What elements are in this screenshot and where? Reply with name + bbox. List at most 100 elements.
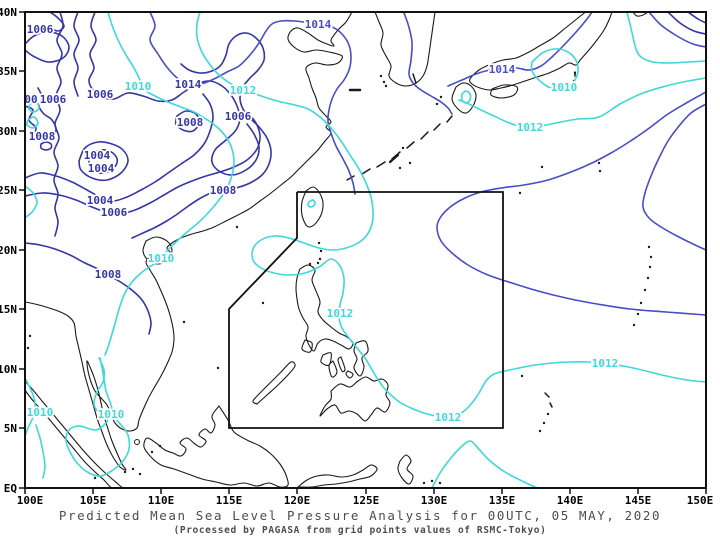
island-dot <box>158 444 162 448</box>
island-dash <box>549 402 553 408</box>
isobar-label: 1008 <box>210 184 237 197</box>
lat-tick-label: 5N <box>4 422 17 435</box>
isobar-contour <box>307 199 316 208</box>
island-dot <box>518 191 522 195</box>
island-dash <box>412 73 417 84</box>
lat-tick-label: 10N <box>0 363 17 376</box>
map-title: Predicted Mean Sea Level Pressure Analys… <box>58 508 662 523</box>
island-dot <box>150 450 154 454</box>
coastline <box>451 82 477 114</box>
lat-tick-label: 40N <box>0 6 17 19</box>
isobar-contour <box>402 12 453 115</box>
coastline <box>301 339 313 353</box>
isobar-label: 1014 <box>175 78 202 91</box>
island-dash <box>376 161 386 168</box>
island-dot <box>438 481 442 485</box>
isobar-label: 1014 <box>305 18 332 31</box>
isobar-contour <box>25 31 70 63</box>
island-dash <box>433 123 441 131</box>
isobar-contour <box>88 149 119 175</box>
island-dot <box>597 161 601 165</box>
island-dash <box>388 153 400 164</box>
isobar-contour <box>436 91 706 316</box>
isobar-contour <box>25 242 152 335</box>
island-dot <box>542 421 546 425</box>
lon-tick-label: 100E <box>17 494 44 507</box>
island-dot <box>430 479 434 483</box>
coastline <box>142 236 173 265</box>
island-dot <box>643 288 647 292</box>
isobar-label: 1008 <box>95 268 122 281</box>
coastline <box>397 454 414 485</box>
island-dot <box>408 161 412 165</box>
coastline <box>25 12 353 471</box>
lon-tick-label: 150E <box>687 494 714 507</box>
island-dot <box>648 265 652 269</box>
lon-tick-label: 140E <box>557 494 584 507</box>
isobar-label: 1006 <box>27 23 54 36</box>
island-dot <box>546 412 550 416</box>
island-dot <box>636 312 640 316</box>
isobar-label: 1004 <box>87 194 114 207</box>
isobar-contour <box>447 12 593 87</box>
isobar-contour <box>47 12 65 32</box>
lon-tick-label: 135E <box>489 494 516 507</box>
isobar-contour <box>431 440 541 488</box>
island-dot <box>647 245 651 249</box>
lon-tick-label: 110E <box>148 494 175 507</box>
coastline <box>252 361 296 405</box>
island-dot <box>398 166 402 170</box>
island-dot <box>26 346 30 350</box>
island-dot <box>598 169 602 173</box>
isobar-label: 1006 <box>225 110 252 123</box>
isobar-contour <box>73 12 80 97</box>
isobar-contour <box>25 116 39 129</box>
isobar-label: 1012 <box>435 411 462 424</box>
isobar-label: 1010 <box>125 80 152 93</box>
isobar-contour <box>39 141 53 151</box>
isobar-label: 1010 <box>551 81 578 94</box>
map-caption: Predicted Mean Sea Level Pressure Analys… <box>0 508 720 536</box>
coastline <box>319 376 391 422</box>
coastline <box>143 405 289 488</box>
island-dot <box>316 261 320 265</box>
isobar-label: 1010 <box>148 252 175 265</box>
isobar-contour <box>687 12 706 24</box>
island-dash <box>544 392 550 398</box>
isobar-label: 1008 <box>177 116 204 129</box>
island-dot <box>93 476 97 480</box>
small-islands-layer <box>26 71 653 485</box>
isobar-contour <box>104 12 235 356</box>
isobar-contour <box>131 32 272 239</box>
coastline <box>25 380 123 488</box>
coastline <box>300 186 324 228</box>
isobar-contour <box>25 112 261 215</box>
isobar-contour <box>460 90 472 104</box>
island-dot <box>182 320 186 324</box>
lat-tick-label: 15N <box>0 303 17 316</box>
lat-tick-label: 25N <box>0 184 17 197</box>
island-dot <box>649 255 653 259</box>
lon-tick-label: 130E <box>421 494 448 507</box>
island-dash <box>361 168 371 175</box>
isobar-contour <box>35 424 46 479</box>
lon-tick-label: 145E <box>625 494 652 507</box>
isobar-contour <box>648 12 706 48</box>
isobar-contour <box>174 110 200 133</box>
isobar-label: 1004 <box>88 162 115 175</box>
isobar-label: 1012 <box>327 307 354 320</box>
island-dot <box>379 74 383 78</box>
island-dot <box>235 225 239 229</box>
isobar-label: 1008 <box>29 130 56 143</box>
island-dot <box>422 481 426 485</box>
island-dot <box>318 257 322 261</box>
coastline <box>295 264 354 352</box>
isobar-contour <box>458 77 706 128</box>
island-dot <box>319 249 323 253</box>
isobar-contour <box>78 141 129 182</box>
island-dot <box>261 301 265 305</box>
isobar-contour <box>642 103 706 251</box>
island-dot <box>138 472 142 476</box>
